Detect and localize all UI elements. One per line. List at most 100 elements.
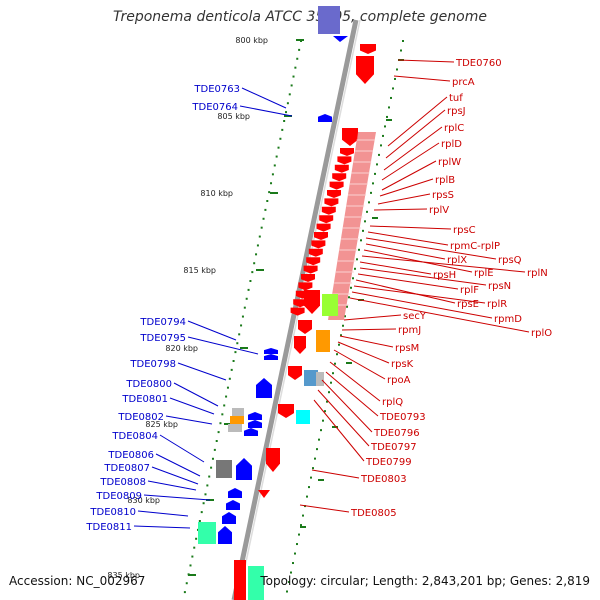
gene-label-forward: TDE0796	[373, 428, 420, 439]
scale-dot	[223, 404, 226, 407]
scale-dot	[283, 120, 286, 122]
scale-dot	[340, 334, 342, 337]
scale-dot	[400, 49, 402, 52]
scale-dot	[354, 267, 356, 270]
gene-label-forward: rplV	[429, 205, 449, 216]
gene-label-forward: rpsH	[433, 270, 456, 281]
leader-line	[313, 399, 365, 462]
gene-label-forward: TDE0799	[365, 457, 412, 468]
forward-gene-arrow	[288, 366, 302, 380]
scale-dot	[312, 467, 314, 470]
leader-line	[353, 285, 486, 304]
forward-gene-arrow	[278, 404, 294, 418]
scale-dot	[394, 77, 396, 80]
scale-dot	[215, 440, 218, 442]
scale-dot	[198, 520, 201, 522]
leader-line	[381, 160, 437, 191]
scale-label: 805 kbp	[217, 112, 250, 121]
scale-dot	[298, 48, 301, 51]
scale-dot	[234, 351, 237, 354]
leader-line	[377, 193, 431, 205]
gene-label-reverse: TDE0808	[99, 477, 146, 488]
scale-dot	[300, 524, 302, 527]
leader-line	[381, 142, 440, 181]
scale-dot	[396, 68, 398, 71]
reverse-gene-arrow	[226, 500, 240, 510]
reverse-gene-arrow	[264, 348, 278, 354]
scale-dot	[370, 191, 372, 194]
map-title: Treponema denticola ATCC 35405, complete…	[113, 9, 487, 25]
reverse-gene-arrow	[244, 428, 258, 436]
gene-block	[304, 370, 318, 386]
scale-dot	[286, 102, 289, 105]
leader-line	[159, 434, 205, 463]
leader-line	[343, 314, 402, 321]
scale-dot	[277, 146, 280, 149]
scale-dot	[358, 248, 360, 251]
scale-dot	[348, 296, 350, 299]
gene-label-forward: TDE0760	[455, 58, 502, 69]
gene-label-forward: TDE0803	[360, 474, 407, 485]
scale-dot	[273, 164, 276, 167]
scale-dot	[189, 564, 192, 567]
scale-dot	[360, 239, 362, 242]
leader-line	[239, 105, 293, 117]
gene-label-forward: tuf	[449, 93, 463, 104]
scale-dot	[249, 280, 252, 282]
scale-dot	[298, 533, 300, 536]
leader-line	[387, 96, 448, 147]
scale-dot	[288, 93, 291, 96]
scale-dot	[338, 343, 340, 346]
gene-label-forward: rpsM	[395, 343, 419, 354]
leader-line	[373, 208, 428, 211]
scale-dot	[296, 543, 298, 546]
gene-label-forward: rplW	[438, 157, 461, 168]
gene-label-forward: rplR	[487, 299, 507, 310]
accession-text: Accession: NC_002967	[9, 574, 146, 588]
gene-label-reverse: TDE0798	[129, 359, 176, 370]
leader-line	[339, 335, 394, 348]
leader-line	[355, 279, 456, 304]
forward-gene-arrow	[332, 173, 347, 182]
forward-gene-arrow	[293, 299, 308, 308]
reverse-gene-arrow	[256, 378, 272, 398]
scale-dot	[342, 324, 344, 327]
scale-dot	[236, 342, 239, 345]
scale-dot	[247, 288, 250, 291]
reverse-gene-arrow	[222, 512, 236, 524]
scale-label: 800 kbp	[235, 36, 268, 45]
genome-summary-text: Topology: circular; Length: 2,843,201 bp…	[260, 574, 590, 588]
scale-dot	[330, 381, 332, 384]
gene-label-forward: rpmC-rplP	[450, 241, 500, 252]
forward-gene-arrow	[316, 223, 331, 232]
forward-gene-arrow	[356, 56, 374, 84]
leader-line	[365, 237, 497, 260]
gene-label-forward: rplN	[527, 268, 548, 279]
scale-dot	[344, 315, 346, 318]
leader-line	[397, 59, 455, 63]
scale-dot	[296, 57, 299, 60]
scale-dot	[262, 217, 265, 220]
scale-dot	[376, 163, 378, 166]
scale-dot	[195, 537, 198, 540]
forward-gene-arrow	[321, 206, 336, 215]
gene-label-forward: rpmD	[494, 314, 522, 325]
label-leader-lines	[133, 59, 530, 529]
scale-dot	[219, 422, 222, 425]
forward-gene-arrow	[290, 307, 305, 316]
gene-label-forward: rpmJ	[398, 325, 421, 336]
leader-line	[187, 336, 259, 355]
forward-gene-arrow	[311, 240, 326, 249]
gene-label-forward: TDE0805	[350, 508, 397, 519]
scale-dot	[275, 155, 278, 158]
leader-line	[165, 415, 213, 425]
leader-line	[361, 255, 526, 273]
scale-dot	[193, 546, 196, 549]
scale-dot	[238, 333, 241, 336]
forward-gene-arrow	[303, 265, 318, 274]
forward-gene-arrow	[301, 274, 315, 282]
scale-dot	[378, 153, 380, 156]
leader-line	[359, 261, 432, 275]
scale-dot	[390, 96, 392, 99]
